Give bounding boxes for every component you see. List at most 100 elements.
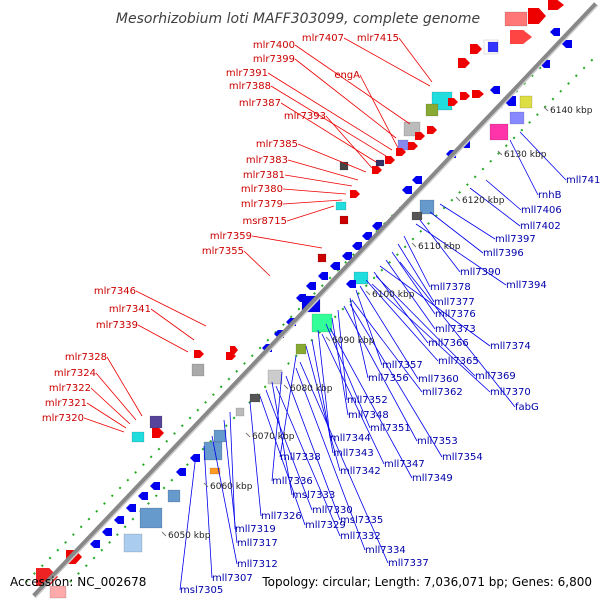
gene-feature-29[interactable] <box>562 40 572 48</box>
gene-feature-23[interactable] <box>490 86 500 94</box>
gene-feature-39[interactable] <box>352 242 362 250</box>
gene-feature-40[interactable] <box>342 252 352 260</box>
forward-gene-label[interactable]: mlr7346 <box>94 286 136 297</box>
reverse-gene-label[interactable]: mll7360 <box>418 374 459 385</box>
forward-gene-label[interactable]: mlr7383 <box>246 155 288 166</box>
reverse-gene-label[interactable]: msl7305 <box>180 585 223 596</box>
gene-feature-46[interactable] <box>346 280 356 288</box>
gene-feature-53[interactable] <box>267 369 283 385</box>
forward-gene-label[interactable]: mlr7355 <box>202 246 244 257</box>
gene-feature-59[interactable] <box>176 468 186 476</box>
gene-feature-56[interactable] <box>213 429 227 443</box>
gene-feature-11[interactable] <box>460 92 470 100</box>
gene-feature-5[interactable] <box>487 41 499 53</box>
forward-gene-label[interactable]: mlr7391 <box>226 68 268 79</box>
forward-gene-label[interactable]: mlr7393 <box>284 111 326 122</box>
reverse-gene-label[interactable]: mll7351 <box>370 423 411 434</box>
forward-gene-label[interactable]: mlr7400 <box>253 40 295 51</box>
gene-feature-9[interactable] <box>425 103 439 117</box>
gene-feature-81[interactable] <box>230 346 238 354</box>
forward-gene-label[interactable]: mlr7324 <box>54 368 96 379</box>
reverse-gene-label[interactable]: mll7376 <box>435 309 476 320</box>
reverse-gene-label[interactable]: mll7378 <box>430 282 471 293</box>
gene-feature-69[interactable] <box>90 540 100 548</box>
reverse-gene-label[interactable]: msl7333 <box>292 490 335 501</box>
reverse-gene-label[interactable]: msl7335 <box>340 515 383 526</box>
gene-feature-16[interactable] <box>372 166 382 174</box>
reverse-gene-label[interactable]: mll7352 <box>347 395 388 406</box>
reverse-gene-label[interactable]: mll7353 <box>417 436 458 447</box>
gene-feature-66[interactable] <box>126 504 136 512</box>
reverse-gene-label[interactable]: mll7337 <box>388 558 429 569</box>
reverse-gene-label[interactable]: mll7338 <box>280 452 321 463</box>
gene-feature-67[interactable] <box>114 516 124 524</box>
reverse-gene-label[interactable]: mll7357 <box>382 360 423 371</box>
gene-feature-7[interactable] <box>458 58 470 68</box>
gene-feature-25[interactable] <box>519 95 533 109</box>
gene-feature-79[interactable] <box>339 215 349 225</box>
reverse-gene-label[interactable]: mll7354 <box>442 452 483 463</box>
gene-feature-47[interactable] <box>311 313 333 333</box>
gene-feature-60[interactable] <box>209 467 221 475</box>
forward-gene-label[interactable]: mlr7339 <box>96 320 138 331</box>
forward-gene-label[interactable]: mlr7415 <box>357 33 399 44</box>
gene-feature-62[interactable] <box>139 507 163 529</box>
gene-feature-45[interactable] <box>353 271 369 285</box>
reverse-gene-label[interactable]: mll7362 <box>422 387 463 398</box>
gene-feature-37[interactable] <box>372 222 382 230</box>
gene-feature-55[interactable] <box>235 407 245 417</box>
forward-gene-label[interactable]: mlr7388 <box>229 81 271 92</box>
reverse-gene-label[interactable]: fabG <box>515 402 539 413</box>
gene-feature-78[interactable] <box>49 585 67 599</box>
reverse-gene-label[interactable]: mll7406 <box>521 205 562 216</box>
reverse-gene-label[interactable]: mll7374 <box>490 341 531 352</box>
forward-gene-label[interactable]: mlr7341 <box>109 304 151 315</box>
gene-feature-22[interactable] <box>472 90 484 98</box>
reverse-gene-label[interactable]: mll7317 <box>237 538 278 549</box>
reverse-gene-label[interactable]: mll7312 <box>237 559 278 570</box>
reverse-gene-label[interactable]: mll7373 <box>435 324 476 335</box>
gene-feature-65[interactable] <box>138 492 148 500</box>
reverse-gene-label[interactable]: mll7336 <box>272 476 313 487</box>
gene-feature-61[interactable] <box>167 489 181 503</box>
gene-feature-70[interactable] <box>191 363 205 377</box>
reverse-gene-label[interactable]: mll7307 <box>212 573 253 584</box>
forward-gene-label[interactable]: mlr7359 <box>210 231 252 242</box>
gene-feature-35[interactable] <box>402 186 412 194</box>
gene-feature-18[interactable] <box>396 148 406 156</box>
gene-feature-2[interactable] <box>510 30 532 44</box>
reverse-gene-label[interactable]: mll7394 <box>506 280 547 291</box>
gene-feature-54[interactable] <box>249 393 261 403</box>
gene-feature-10[interactable] <box>448 98 458 106</box>
reverse-gene-label[interactable]: mll7349 <box>412 473 453 484</box>
forward-gene-label[interactable]: mlr7381 <box>243 170 285 181</box>
forward-gene-label[interactable]: mlr7387 <box>239 98 281 109</box>
forward-gene-label[interactable]: mlr7399 <box>253 54 295 65</box>
reverse-gene-label[interactable]: mll7329 <box>305 520 346 531</box>
gene-feature-43[interactable] <box>306 282 316 290</box>
reverse-gene-label[interactable]: mll7356 <box>368 373 409 384</box>
forward-gene-label[interactable]: mlr7385 <box>256 139 298 150</box>
gene-feature-64[interactable] <box>150 482 160 490</box>
gene-feature-75[interactable] <box>152 428 164 438</box>
forward-gene-label[interactable]: mlr7328 <box>65 352 107 363</box>
reverse-gene-label[interactable]: mll7390 <box>460 267 501 278</box>
gene-feature-48[interactable] <box>295 343 307 355</box>
forward-gene-label[interactable]: mlr7320 <box>42 413 84 424</box>
reverse-gene-label[interactable]: mll7366 <box>428 338 469 349</box>
gene-feature-74[interactable] <box>131 431 145 443</box>
reverse-gene-label[interactable]: mll7365 <box>438 356 479 367</box>
reverse-gene-label[interactable]: mll7334 <box>365 545 406 556</box>
gene-feature-15[interactable] <box>427 126 437 134</box>
gene-feature-42[interactable] <box>318 272 328 280</box>
reverse-gene-label[interactable]: mll7397 <box>495 234 536 245</box>
gene-feature-71[interactable] <box>194 350 204 358</box>
gene-feature-14[interactable] <box>415 132 425 140</box>
gene-feature-3[interactable] <box>548 0 564 10</box>
gene-feature-28[interactable] <box>550 28 560 36</box>
gene-feature-20[interactable] <box>335 201 347 211</box>
gene-feature-83[interactable] <box>375 159 385 167</box>
gene-feature-36[interactable] <box>412 176 422 184</box>
reverse-gene-label[interactable]: mll7369 <box>475 371 516 382</box>
gene-feature-41[interactable] <box>330 262 340 270</box>
